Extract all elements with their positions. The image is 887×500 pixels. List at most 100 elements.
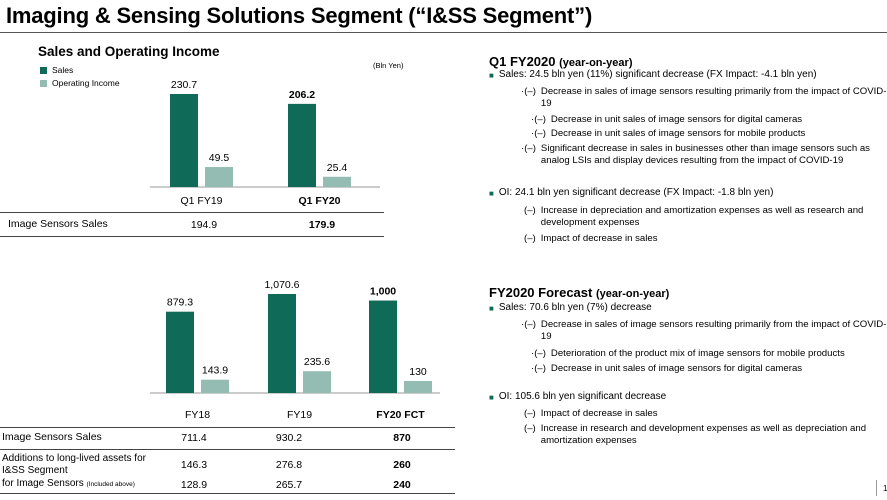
q1-oi-item: (–) Impact of decrease in sales bbox=[524, 233, 887, 245]
data-label: 879.3 bbox=[167, 297, 193, 309]
bar-sales bbox=[288, 103, 316, 187]
bar-operating-income bbox=[205, 167, 233, 187]
table2-rule-top bbox=[0, 427, 455, 428]
legend-oi-label: Operating Income bbox=[52, 78, 120, 88]
data-label: 130 bbox=[409, 366, 427, 378]
legend-sales-swatch bbox=[40, 66, 47, 74]
bar-sales bbox=[170, 94, 198, 187]
item-marker: (–) bbox=[524, 205, 536, 216]
q1-subtitle: (year-on-year) bbox=[559, 57, 633, 69]
table2-cell: 240 bbox=[393, 479, 411, 491]
category-label: FY18 bbox=[185, 409, 210, 421]
table1-row-label: Image Sensors Sales bbox=[8, 218, 108, 230]
table2-cell: 265.7 bbox=[275, 479, 303, 491]
forecast-sales-item: ·(–) Decrease in sales of image sensors … bbox=[521, 319, 887, 342]
q1-section-title: Q1 FY2020 (year-on-year) bbox=[489, 54, 632, 69]
q1-sales-item: ·(–) Decrease in sales of image sensors … bbox=[521, 86, 887, 109]
bullet-square-icon: ■ bbox=[489, 71, 494, 80]
table2-row-label: I&SS Segment bbox=[2, 465, 68, 476]
data-label: 206.2 bbox=[289, 89, 315, 101]
table2-cell: 146.3 bbox=[180, 459, 208, 471]
item-marker: (–) bbox=[524, 423, 536, 434]
table1-cell: 194.9 bbox=[190, 219, 218, 231]
item-marker: ·(–) bbox=[521, 86, 536, 97]
item-marker: ·(–) bbox=[531, 128, 546, 139]
forecast-title: FY2020 Forecast bbox=[489, 285, 593, 300]
item-marker: (–) bbox=[524, 233, 536, 244]
table2-cell: 128.9 bbox=[180, 479, 208, 491]
forecast-sales-text: Sales: 70.6 bln yen (7%) decrease bbox=[498, 302, 652, 313]
legend-operating-income: Operating Income bbox=[40, 78, 120, 88]
bullet-square-icon: ■ bbox=[489, 304, 494, 313]
q1-sales-bullet: ■ Sales: 24.5 bln yen (11%) significant … bbox=[489, 69, 817, 82]
table2-cell: 260 bbox=[393, 459, 411, 471]
table2-rule-mid bbox=[0, 449, 455, 450]
item-text: Decrease in unit sales of image sensors … bbox=[550, 114, 803, 125]
item-text: Significant decrease in sales in busines… bbox=[540, 143, 870, 166]
item-marker: ·(–) bbox=[531, 363, 546, 374]
table2-row-label: Image Sensors Sales bbox=[2, 431, 102, 443]
item-text: Decrease in sales of image sensors resul… bbox=[540, 319, 887, 342]
table2-cell: 930.2 bbox=[275, 432, 303, 444]
item-text: Increase in research and development exp… bbox=[540, 423, 867, 446]
data-label: 230.7 bbox=[171, 79, 197, 91]
table2-row-label: Additions to long-lived assets for bbox=[2, 453, 146, 464]
table1-cell: 179.9 bbox=[308, 219, 336, 231]
title-divider bbox=[0, 32, 887, 33]
table2-cell: 870 bbox=[393, 432, 411, 444]
category-label: FY19 bbox=[287, 409, 312, 421]
bar-operating-income bbox=[303, 371, 331, 393]
page-number: 1 bbox=[883, 484, 887, 493]
forecast-oi-item: (–) Increase in research and development… bbox=[524, 423, 887, 446]
bar-operating-income bbox=[404, 380, 432, 393]
bullet-square-icon: ■ bbox=[489, 189, 494, 198]
chart1-svg: 230.7 49.5 Q1 FY19 206.2 25.4 Q1 FY20 bbox=[150, 79, 380, 207]
data-label: 49.5 bbox=[209, 152, 230, 164]
data-label: 25.4 bbox=[327, 162, 348, 174]
q1-oi-bullet: ■ OI: 24.1 bln yen significant decrease … bbox=[489, 187, 773, 200]
category-label: Q1 FY19 bbox=[180, 195, 222, 207]
item-marker: ·(–) bbox=[531, 114, 546, 125]
item-text: Decrease in unit sales of image sensors … bbox=[550, 128, 806, 139]
table2-row-label-main: for Image Sensors bbox=[2, 478, 84, 489]
chart2-svg: 879.3 143.9 FY18 1,070.6 235.6 FY19 1,000 130 FY… bbox=[150, 279, 440, 421]
forecast-subtitle: (year-on-year) bbox=[595, 288, 670, 300]
forecast-sales-item: ·(–) Deterioration of the product mix of… bbox=[531, 348, 887, 360]
legend-oi-swatch bbox=[40, 79, 47, 87]
q1-sales-text: Sales: 24.5 bln yen (11%) significant de… bbox=[498, 69, 817, 80]
data-label: 143.9 bbox=[202, 365, 228, 377]
legend-sales-label: Sales bbox=[52, 65, 74, 75]
item-text: Impact of decrease in sales bbox=[540, 233, 658, 244]
forecast-oi-item: (–) Impact of decrease in sales bbox=[524, 408, 887, 420]
bullet-square-icon: ■ bbox=[489, 393, 494, 402]
chart1-title: Sales and Operating Income bbox=[38, 44, 220, 59]
forecast-oi-bullet: ■ OI: 105.6 bln yen significant decrease bbox=[489, 391, 666, 404]
bar-operating-income bbox=[323, 176, 351, 187]
forecast-section-title: FY2020 Forecast (year-on-year) bbox=[489, 285, 669, 300]
item-marker: (–) bbox=[524, 408, 536, 419]
category-label: FY20 FCT bbox=[376, 409, 425, 421]
bar-sales bbox=[268, 294, 296, 393]
page-title: Imaging & Sensing Solutions Segment (“I&… bbox=[6, 3, 593, 28]
q1-oi-text: OI: 24.1 bln yen significant decrease (F… bbox=[498, 187, 774, 198]
table2-cell: 711.4 bbox=[181, 432, 207, 444]
item-text: Impact of decrease in sales bbox=[540, 408, 658, 419]
table2-row-label-note: (Included above) bbox=[86, 481, 135, 488]
item-text: Decrease in sales of image sensors resul… bbox=[540, 86, 887, 109]
bar-operating-income bbox=[201, 379, 229, 393]
page-number-divider bbox=[876, 480, 877, 496]
data-label: 235.6 bbox=[304, 356, 330, 368]
table1-rule-bottom bbox=[0, 236, 384, 237]
table2-cell: 276.8 bbox=[275, 459, 303, 471]
table2-row-label: for Image Sensors (Included above) bbox=[2, 478, 135, 489]
forecast-sales-item: ·(–) Decrease in unit sales of image sen… bbox=[531, 363, 887, 375]
item-marker: ·(–) bbox=[531, 348, 546, 359]
legend-sales: Sales bbox=[40, 65, 73, 75]
table2-rule-bottom bbox=[0, 493, 455, 494]
q1-oi-item: (–) Increase in depreciation and amortiz… bbox=[524, 205, 887, 228]
data-label: 1,000 bbox=[370, 286, 396, 298]
bar-sales bbox=[369, 300, 397, 393]
forecast-oi-text: OI: 105.6 bln yen significant decrease bbox=[498, 391, 667, 402]
item-text: Deterioration of the product mix of imag… bbox=[550, 348, 845, 359]
table1-rule-top bbox=[0, 212, 384, 213]
